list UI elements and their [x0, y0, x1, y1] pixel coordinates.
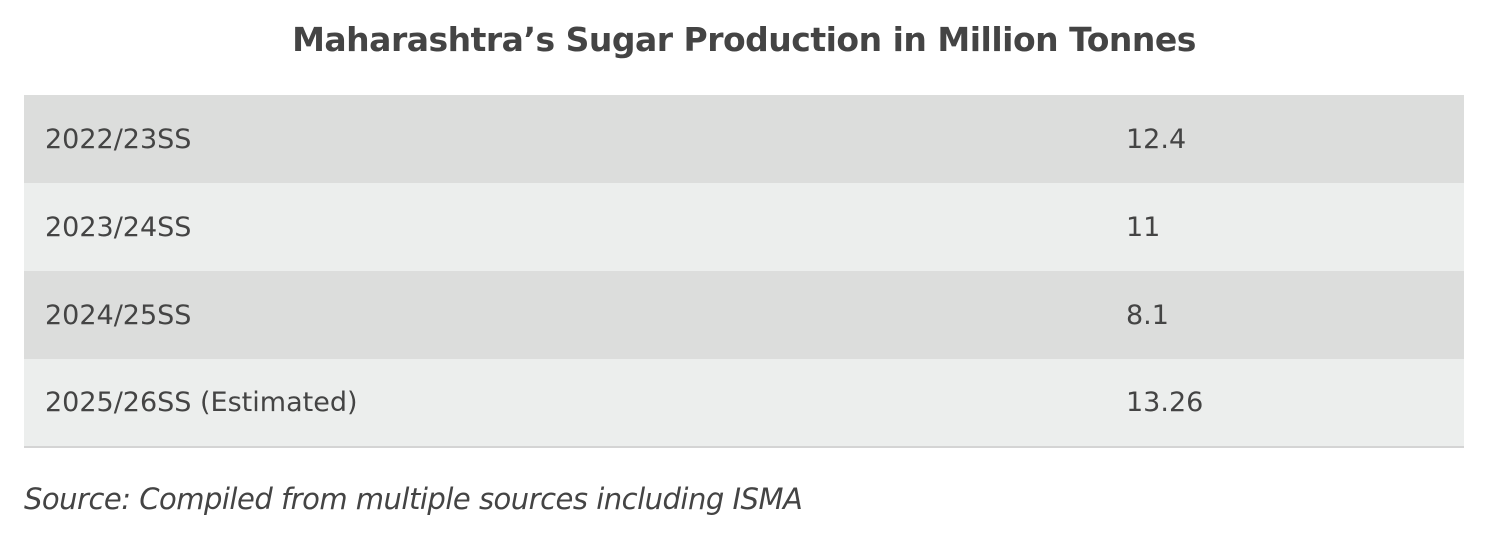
table-title: Maharashtra’s Sugar Production in Millio… [292, 20, 1196, 59]
table-row: 2023/24SS 11 [24, 183, 1464, 271]
production-cell: 13.26 [1126, 387, 1204, 418]
data-table: 2022/23SS 12.4 2023/24SS 11 2024/25SS 8.1 2025… [24, 95, 1464, 448]
production-cell: 8.1 [1126, 299, 1169, 331]
production-cell: 12.4 [1126, 123, 1187, 155]
season-cell: 2025/26SS (Estimated) [45, 387, 358, 418]
table-body: 2022/23SS 12.4 2023/24SS 11 2024/25SS 8.1 2025… [24, 95, 1464, 447]
table-row: 2024/25SS 8.1 [24, 271, 1464, 359]
source-note: Source: Compiled from multiple sources i… [24, 482, 803, 516]
season-cell: 2024/25SS [45, 299, 192, 331]
production-cell: 11 [1126, 211, 1161, 243]
season-cell: 2022/23SS [45, 123, 192, 155]
table-row: 2022/23SS 12.4 [24, 95, 1464, 183]
table-row: 2025/26SS (Estimated) 13.26 [24, 359, 1464, 447]
season-cell: 2023/24SS [45, 211, 192, 243]
